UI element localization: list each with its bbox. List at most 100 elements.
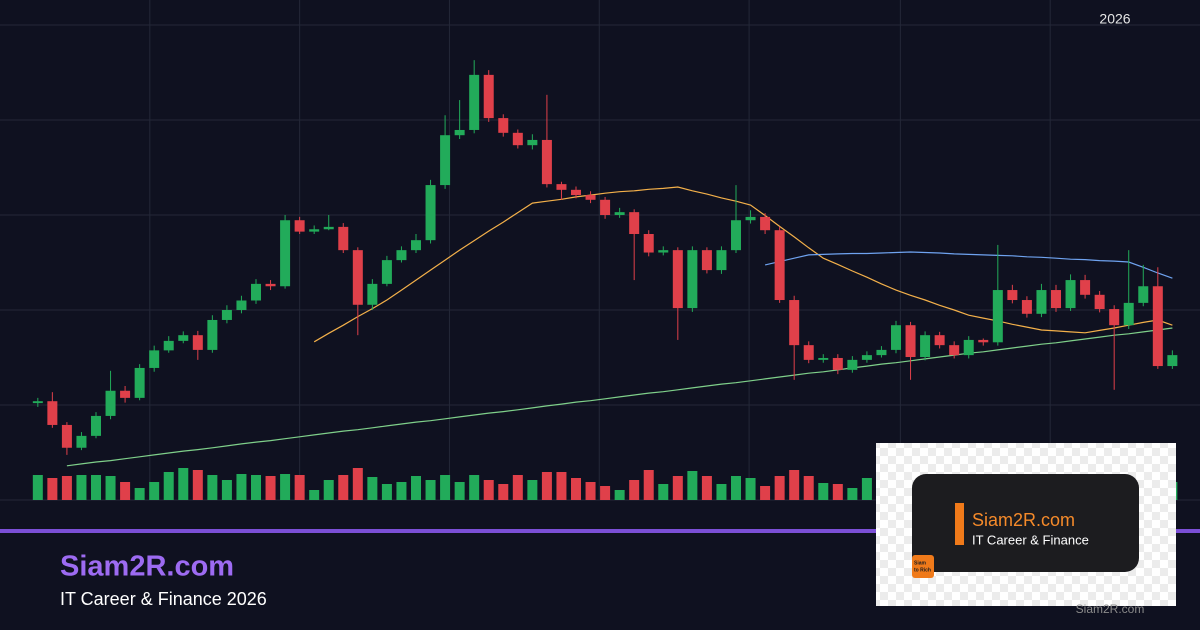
volume-bar <box>585 482 596 500</box>
volume-bar <box>425 480 436 500</box>
candle-body <box>1109 309 1120 326</box>
volume-bar <box>149 482 160 500</box>
candle-body <box>1080 280 1091 295</box>
candle-body <box>920 335 931 358</box>
volume-bar <box>629 480 640 500</box>
candle-body <box>600 199 611 215</box>
volume-bar <box>294 475 305 500</box>
candle-body <box>774 230 785 301</box>
candle-body <box>338 226 349 251</box>
candle-body <box>1138 286 1149 303</box>
candle-body <box>178 335 189 341</box>
candle-body <box>934 335 945 346</box>
candle-body <box>294 220 305 232</box>
candle-body <box>541 139 552 185</box>
candle-body <box>512 132 523 146</box>
candle-body <box>1036 290 1047 314</box>
candle-body <box>949 345 960 356</box>
volume-bar <box>47 478 58 500</box>
candle-body <box>367 283 378 305</box>
candle-body <box>1123 302 1134 326</box>
candle-body <box>352 250 363 305</box>
volume-bar <box>454 482 465 500</box>
candle-body <box>1152 286 1163 367</box>
volume-bar <box>498 484 509 500</box>
volume-bar <box>207 475 218 500</box>
candle-body <box>818 357 829 360</box>
candle-body <box>469 74 480 130</box>
volume-bar <box>134 488 145 500</box>
volume-bar <box>614 490 625 500</box>
candle-body <box>1051 290 1061 309</box>
candle-body <box>731 220 741 251</box>
candle-body <box>47 401 58 425</box>
volume-bar <box>381 484 392 500</box>
candle-body <box>236 300 247 310</box>
candle-body <box>527 139 538 146</box>
volume-bar <box>352 468 363 500</box>
volume-bar <box>323 480 334 500</box>
candle-body <box>309 229 320 232</box>
candle-body <box>992 290 1003 343</box>
candle-body <box>163 340 174 351</box>
indicator-line <box>764 251 1173 279</box>
volume-bar <box>338 475 349 500</box>
volume-bar <box>687 471 698 500</box>
candle-body <box>1167 355 1178 367</box>
candle-body <box>978 339 989 343</box>
indicator-line <box>66 327 1173 467</box>
volume-bar <box>367 477 378 500</box>
volume-bar <box>61 476 72 500</box>
volume-bar <box>251 475 261 500</box>
candle-body <box>847 359 858 370</box>
card-title: Siam2R.com <box>972 510 1075 530</box>
logo-accent <box>955 503 964 545</box>
volume-bar <box>512 475 523 500</box>
volume-bar <box>600 486 611 500</box>
candle-body <box>265 283 276 287</box>
candle-body <box>32 401 43 404</box>
volume-bar <box>309 490 320 500</box>
candle-body <box>614 212 625 215</box>
candle-body <box>1021 300 1032 314</box>
icon-text: Siam <box>914 560 927 566</box>
volume-bar <box>221 480 232 500</box>
volume-bar <box>658 484 669 500</box>
candle-body <box>207 319 218 350</box>
volume-bar <box>163 472 174 500</box>
candle-body <box>963 339 974 356</box>
volume-bar <box>120 482 131 500</box>
candle-body <box>760 216 771 231</box>
volume-bar <box>745 478 756 500</box>
candle-body <box>658 250 669 253</box>
candle-body <box>832 357 843 370</box>
logo-icon <box>912 555 934 578</box>
volume-bar <box>32 475 43 500</box>
volume-bar <box>469 475 480 500</box>
candle-body <box>687 250 698 309</box>
candle-body <box>396 250 407 261</box>
candle-body <box>905 325 916 358</box>
candle-body <box>483 74 494 119</box>
volume-bar <box>774 476 785 500</box>
candle-body <box>381 260 392 284</box>
volume-bar <box>832 484 843 500</box>
candle-body <box>745 216 756 221</box>
volume-bar <box>105 476 116 500</box>
volume-bar <box>527 480 538 500</box>
candle-body <box>192 335 203 350</box>
candle-body <box>120 390 131 398</box>
volume-bar <box>847 488 858 500</box>
volume-bar <box>396 482 407 500</box>
logo-card <box>912 474 1139 572</box>
volume-bar <box>76 475 87 500</box>
candle-body <box>716 250 727 271</box>
volume-bar <box>440 475 451 500</box>
candle-body <box>323 226 334 230</box>
volume-bar <box>861 478 872 500</box>
volume-bar <box>731 476 741 500</box>
candle-body <box>861 355 872 360</box>
candle-body <box>701 250 712 271</box>
candle-body <box>803 345 814 360</box>
